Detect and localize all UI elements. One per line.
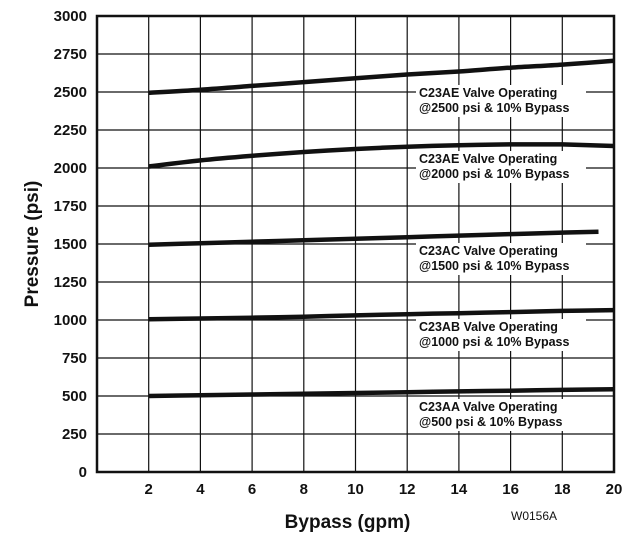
series-annotation-2: C23AE Valve Operating@2000 psi & 10% Byp… [416,151,586,183]
series-annotations: C23AE Valve Operating@2500 psi & 10% Byp… [416,85,586,431]
y-tick-labels: 0 250 500 750 1000 1250 1500 1750 2000 2250 2500 27… [54,8,87,481]
y-tick-label-2250: 2250 [54,122,87,139]
y-tick-label-1250: 1250 [54,274,87,291]
y-tick-label-3000: 3000 [54,8,87,25]
annotation-line-2: @1000 psi & 10% Bypass [419,335,570,349]
annotation-line-2: @1500 psi & 10% Bypass [419,259,570,273]
annotation-background [416,151,586,183]
y-tick-label-250: 250 [62,426,87,443]
y-tick-label-2000: 2000 [54,160,87,177]
annotation-line-1: C23AA Valve Operating [419,400,557,414]
y-tick-label-1500: 1500 [54,236,87,253]
series-annotation-4: C23AB Valve Operating@1000 psi & 10% Byp… [416,319,586,351]
annotation-background [416,399,586,431]
x-tick-label-12: 12 [399,481,416,498]
series-line-3 [148,229,599,248]
series-line-5 [148,386,615,399]
series-line-4 [148,307,615,322]
x-tick-label-10: 10 [347,481,364,498]
x-tick-label-6: 6 [248,481,256,498]
annotation-line-1: C23AB Valve Operating [419,320,558,334]
annotation-line-1: C23AE Valve Operating [419,86,557,100]
y-tick-label-750: 750 [62,350,87,367]
y-tick-label-1750: 1750 [54,198,87,215]
annotation-background [416,85,586,117]
annotation-line-2: @500 psi & 10% Bypass [419,415,563,429]
annotation-line-1: C23AC Valve Operating [419,244,558,258]
annotation-background [416,319,586,351]
x-tick-label-16: 16 [502,481,519,498]
series-line-2 [148,142,615,169]
annotation-line-2: @2500 psi & 10% Bypass [419,101,570,115]
annotation-line-1: C23AE Valve Operating [419,152,557,166]
x-tick-labels: 2 4 6 8 10 12 14 16 18 20 [145,481,623,498]
x-tick-label-8: 8 [300,481,308,498]
y-tick-label-2500: 2500 [54,84,87,101]
x-tick-label-14: 14 [451,481,468,498]
y-axis-label: Pressure (psi) [22,181,43,308]
annotation-line-2: @2000 psi & 10% Bypass [419,167,570,181]
y-tick-label-2750: 2750 [54,46,87,63]
series-line-1 [148,58,615,96]
series-annotation-3: C23AC Valve Operating@1500 psi & 10% Byp… [416,243,586,275]
plot-frame [95,14,616,474]
series-lines [148,58,615,399]
series-annotation-1: C23AE Valve Operating@2500 psi & 10% Byp… [416,85,586,117]
x-tick-label-18: 18 [554,481,571,498]
x-tick-label-2: 2 [145,481,153,498]
x-tick-label-4: 4 [196,481,205,498]
x-axis-label: Bypass (gpm) [285,512,411,533]
y-tick-label-0: 0 [79,464,87,481]
series-annotation-5: C23AA Valve Operating@500 psi & 10% Bypa… [416,399,586,431]
annotation-background [416,243,586,275]
y-tick-label-1000: 1000 [54,312,87,329]
figure-code: W0156A [511,509,557,523]
x-tick-label-20: 20 [606,481,623,498]
y-tick-label-500: 500 [62,388,87,405]
